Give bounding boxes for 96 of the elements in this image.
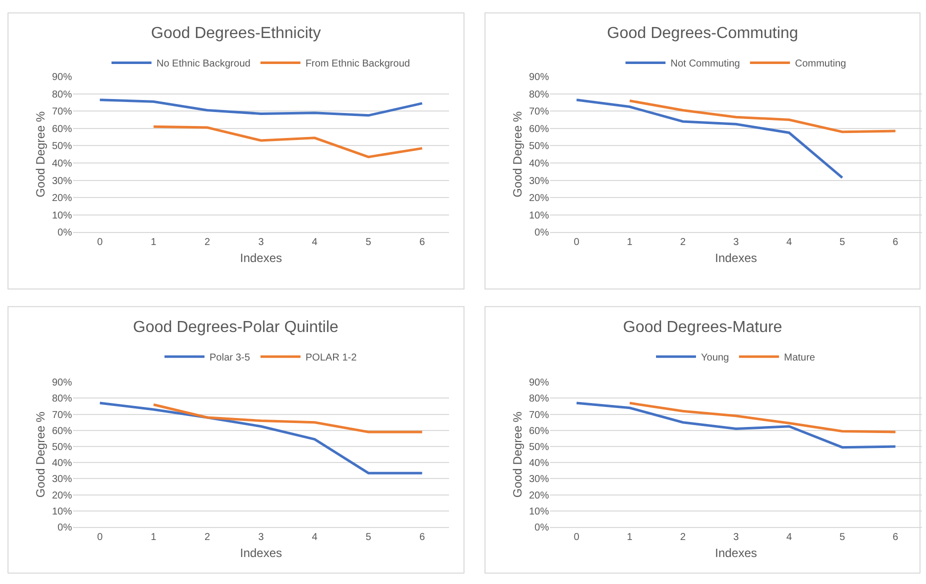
chart-title: Good Degrees-Mature	[623, 319, 782, 336]
x-tick-label: 4	[786, 237, 792, 248]
x-tick-label: 2	[680, 532, 686, 544]
y-tick-label: 20%	[52, 193, 72, 204]
line-series	[152, 125, 424, 158]
x-tick-label: 5	[366, 237, 372, 248]
y-tick-label: 80%	[528, 394, 550, 405]
x-tick-label: 5	[840, 532, 846, 544]
x-tick-label: 1	[626, 237, 633, 248]
y-tick-label: 50%	[528, 442, 550, 454]
line-series	[628, 99, 897, 134]
line-series	[628, 402, 897, 434]
x-tick-label: 2	[680, 237, 686, 248]
x-tick-label: 4	[312, 237, 318, 248]
x-tick-label: 1	[150, 237, 157, 248]
legend-label: Mature	[784, 352, 816, 364]
legend-label: Not Commuting	[670, 58, 740, 70]
y-tick-label: 90%	[52, 378, 72, 389]
line-series	[98, 402, 424, 474]
x-tick-label: 3	[733, 532, 740, 544]
x-tick-label: 6	[892, 237, 899, 248]
line-series	[575, 402, 897, 449]
y-tick-label: 90%	[52, 72, 72, 83]
x-tick-label: 3	[733, 237, 740, 248]
y-tick-label: 50%	[528, 141, 550, 152]
y-tick-label: 60%	[52, 426, 72, 437]
x-tick-label: 2	[204, 237, 211, 248]
y-tick-label: 40%	[52, 158, 72, 170]
y-tick-label: 90%	[528, 378, 550, 389]
y-tick-label: 50%	[52, 442, 72, 454]
y-tick-label: 90%	[528, 72, 550, 83]
y-tick-label: 60%	[52, 124, 72, 135]
y-tick-label: 80%	[528, 89, 550, 100]
x-axis-title: Indexes	[240, 251, 282, 266]
y-tick-label: 20%	[528, 490, 550, 502]
x-tick-label: 1	[626, 532, 633, 544]
x-tick-label: 4	[312, 532, 318, 544]
y-tick-label: 70%	[52, 410, 72, 421]
y-tick-label: 30%	[52, 474, 72, 486]
x-tick-label: 3	[258, 532, 264, 544]
legend-label: From Ethnic Backgroud	[305, 58, 410, 70]
x-tick-label: 1	[150, 532, 157, 544]
legend-label: Young	[701, 352, 729, 364]
line-series	[98, 98, 424, 117]
x-axis-title: Indexes	[714, 251, 758, 266]
x-tick-label: 0	[574, 532, 580, 544]
y-tick-label: 10%	[528, 210, 550, 222]
y-axis-title: Good Degree %	[33, 411, 48, 498]
y-tick-label: 20%	[52, 490, 72, 502]
y-tick-label: 40%	[52, 458, 72, 470]
y-tick-label: 40%	[528, 458, 550, 470]
line-series	[152, 403, 424, 434]
y-tick-label: 50%	[52, 141, 72, 152]
line-series	[575, 98, 844, 179]
y-tick-label: 0%	[534, 228, 550, 239]
x-tick-label: 0	[97, 237, 104, 248]
y-tick-label: 10%	[52, 210, 72, 222]
legend-label: POLAR 1-2	[306, 352, 358, 364]
y-tick-label: 0%	[58, 522, 72, 534]
y-tick-label: 30%	[52, 176, 72, 187]
y-tick-label: 30%	[528, 176, 550, 187]
x-tick-label: 0	[97, 532, 104, 544]
y-axis-title: Good Degree %	[33, 111, 48, 198]
y-tick-label: 70%	[528, 106, 550, 118]
y-axis-title: Good Degree %	[510, 111, 524, 198]
y-tick-label: 10%	[52, 506, 72, 518]
y-tick-label: 0%	[534, 522, 550, 534]
y-tick-label: 80%	[52, 394, 72, 405]
x-tick-label: 0	[574, 237, 580, 248]
y-tick-label: 80%	[52, 89, 72, 100]
y-tick-label: 0%	[58, 228, 72, 239]
y-axis-title: Good Degree %	[510, 411, 524, 498]
y-tick-label: 10%	[528, 506, 550, 518]
legend-label: Commuting	[794, 58, 846, 70]
x-tick-label: 3	[258, 237, 264, 248]
chart-title: Good Degrees-Commuting	[607, 25, 798, 42]
y-tick-label: 20%	[528, 193, 550, 204]
y-tick-label: 60%	[528, 124, 550, 135]
x-axis-title: Indexes	[714, 546, 758, 560]
x-tick-label: 4	[786, 532, 792, 544]
y-tick-label: 70%	[52, 106, 72, 118]
x-tick-label: 2	[204, 532, 211, 544]
x-tick-label: 6	[892, 532, 899, 544]
x-tick-label: 5	[840, 237, 846, 248]
y-tick-label: 60%	[528, 426, 550, 437]
y-tick-label: 30%	[528, 474, 550, 486]
y-tick-label: 70%	[528, 410, 550, 421]
y-tick-label: 40%	[528, 158, 550, 170]
chart-title: Good Degrees-Polar Quintile	[133, 319, 339, 336]
chart-title: Good Degrees-Ethnicity	[151, 25, 321, 42]
legend-label: No Ethnic Backgroud	[156, 58, 250, 70]
x-axis-title: Indexes	[240, 546, 282, 560]
x-tick-label: 6	[419, 532, 426, 544]
x-tick-label: 6	[419, 237, 426, 248]
x-tick-label: 5	[366, 532, 372, 544]
legend-label: Polar 3-5	[210, 352, 251, 364]
